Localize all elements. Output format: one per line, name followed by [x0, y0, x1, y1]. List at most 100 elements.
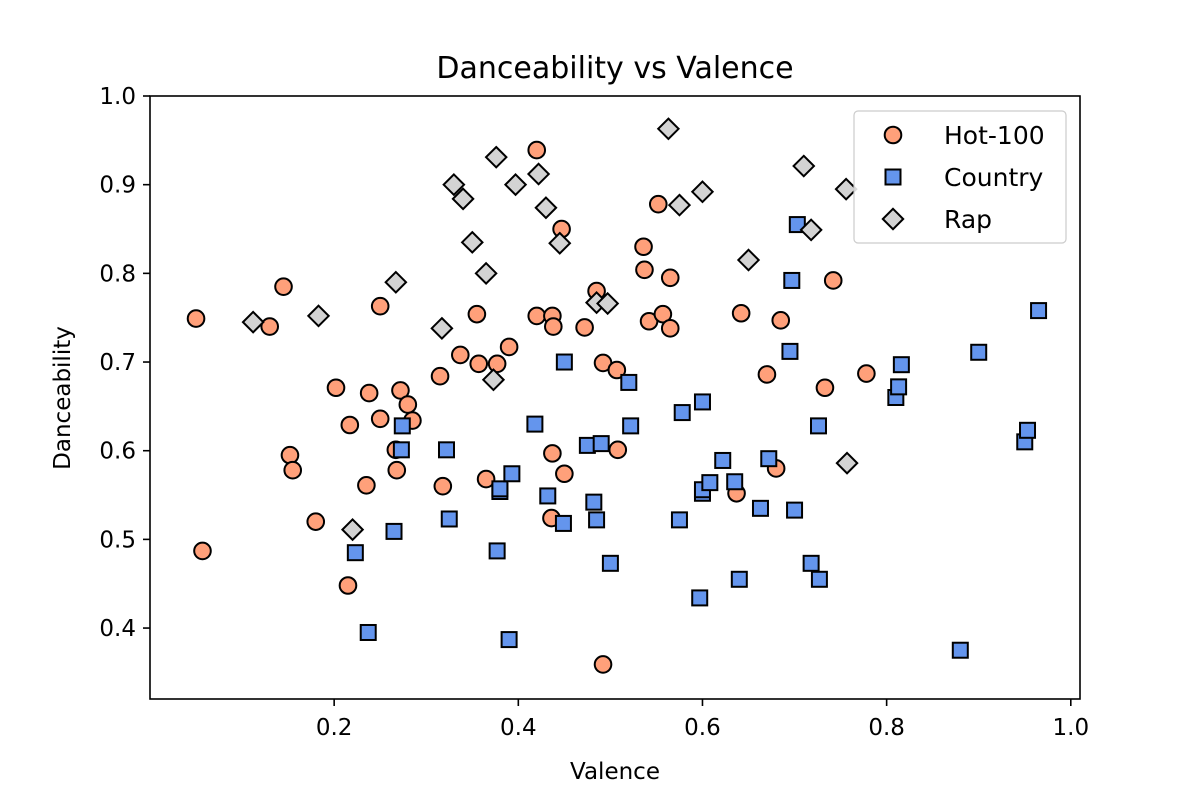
axis-ticks: 0.2 0.4 0.6 0.8 1.0 0.4 0.5 0.6 0.7 0.8 0.9 1.0 [99, 84, 1089, 741]
data-point [726, 473, 744, 491]
data-point [370, 296, 390, 316]
data-point [393, 417, 411, 435]
data-point [575, 318, 594, 337]
data-point [736, 248, 761, 272]
data-point [544, 317, 563, 336]
data-point [648, 194, 668, 214]
data-point [306, 304, 331, 328]
data-point [667, 193, 692, 217]
data-point [503, 173, 528, 197]
data-point [526, 162, 551, 186]
data-point [543, 444, 562, 463]
data-point [487, 354, 507, 374]
data-point [673, 404, 691, 422]
data-point [430, 366, 450, 386]
data-point [1019, 421, 1037, 439]
data-point [714, 451, 732, 469]
data-point [484, 145, 508, 169]
x-tick-label: 1.0 [1053, 715, 1090, 741]
legend-marker [883, 125, 903, 145]
data-point [437, 441, 455, 459]
data-point [660, 268, 680, 288]
data-point [601, 554, 619, 572]
data-point [799, 218, 823, 242]
data-point [751, 499, 769, 517]
data-point [771, 311, 791, 330]
data-point [499, 337, 519, 357]
plot-frame [149, 95, 1081, 700]
data-point [555, 464, 574, 484]
points-layer [186, 117, 1048, 674]
data-point [588, 511, 606, 529]
data-point [788, 216, 806, 234]
y-tick-label: 0.4 [99, 616, 136, 642]
data-point [340, 518, 365, 542]
legend-entries: Hot-100 Country Rap [881, 121, 1045, 234]
legend-box [853, 110, 1067, 244]
data-point [593, 655, 613, 674]
data-point [592, 435, 610, 453]
data-point [534, 196, 558, 220]
data-point [622, 417, 640, 435]
data-point [527, 140, 547, 160]
x-tick-label: 0.2 [316, 715, 353, 741]
data-point [370, 409, 390, 429]
data-point [815, 378, 835, 398]
data-point [359, 623, 377, 641]
series-country [346, 216, 1048, 659]
series-rap [241, 117, 859, 542]
data-point [951, 641, 969, 659]
legend-marker [884, 168, 902, 186]
data-point [241, 310, 265, 334]
data-point [433, 476, 453, 496]
data-point [693, 393, 711, 411]
data-point [338, 576, 358, 595]
data-point [460, 230, 484, 254]
data-point [970, 343, 988, 361]
x-axis-label: Valence [570, 759, 660, 785]
data-point [385, 522, 403, 540]
data-point [730, 570, 748, 588]
data-point [391, 381, 410, 400]
data-point [792, 154, 816, 178]
data-point [500, 631, 518, 649]
data-point [660, 319, 680, 338]
data-point [554, 514, 572, 532]
y-tick-label: 0.5 [99, 527, 136, 553]
data-point [430, 316, 454, 340]
data-point [384, 270, 408, 294]
data-point [526, 415, 544, 433]
data-point [488, 542, 506, 560]
legend-label: Rap [944, 205, 992, 234]
data-point [1030, 302, 1048, 320]
data-point [890, 378, 908, 396]
data-point [280, 445, 300, 465]
data-point [892, 356, 910, 374]
data-point [690, 180, 715, 204]
data-point [527, 306, 547, 326]
data-point [442, 173, 466, 197]
data-point [691, 589, 709, 607]
data-point [653, 304, 673, 324]
data-point [835, 451, 859, 475]
data-point [451, 187, 475, 211]
data-point [834, 177, 858, 201]
y-axis-label: Danceability [50, 326, 76, 470]
data-point [186, 309, 206, 328]
series-hot-100 [186, 140, 876, 674]
data-point [306, 512, 326, 531]
legend-label: Hot-100 [944, 121, 1045, 150]
y-tick-label: 0.8 [99, 261, 136, 287]
data-point [539, 487, 557, 505]
data-point [548, 231, 572, 255]
data-point [274, 277, 293, 296]
data-point [440, 510, 458, 528]
data-point [857, 364, 876, 383]
data-point [731, 303, 751, 323]
data-point [476, 469, 496, 489]
data-point [451, 345, 470, 365]
data-point [326, 378, 346, 398]
data-point [810, 570, 828, 588]
legend-marker [881, 207, 905, 231]
